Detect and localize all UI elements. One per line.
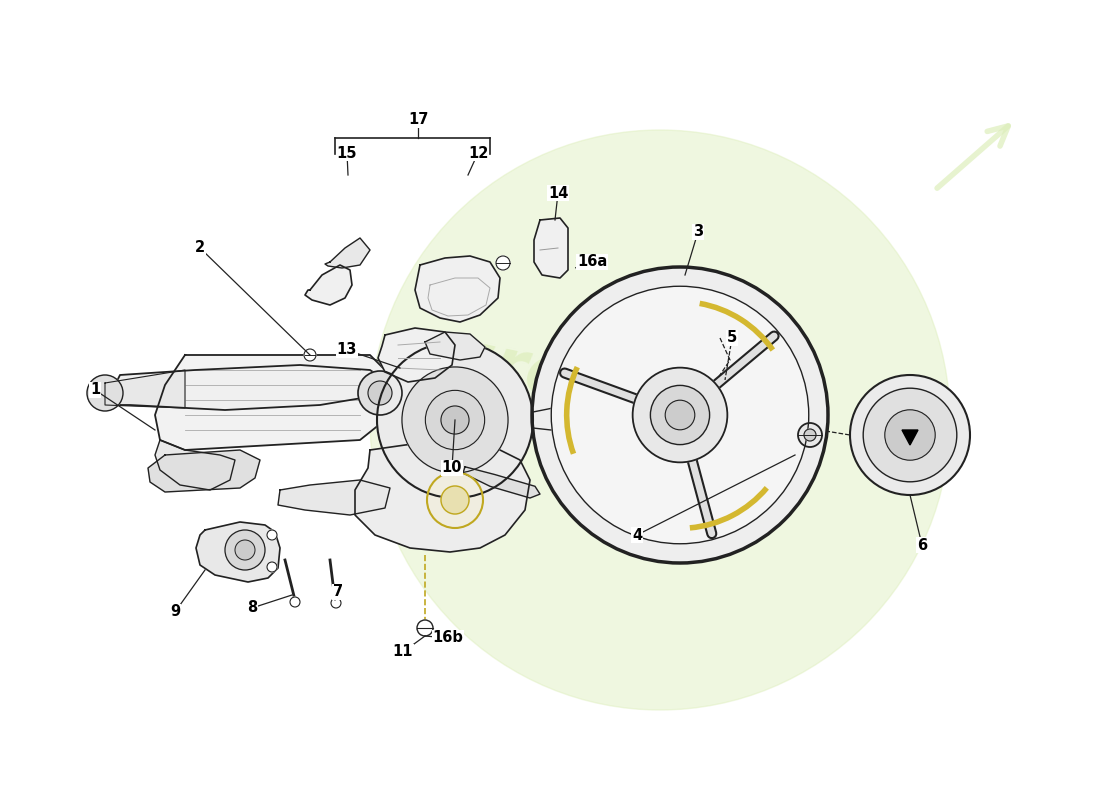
Circle shape xyxy=(304,349,316,361)
Polygon shape xyxy=(378,328,455,382)
Polygon shape xyxy=(415,256,500,322)
Text: 16b: 16b xyxy=(432,630,463,646)
Circle shape xyxy=(267,562,277,572)
Circle shape xyxy=(650,386,710,445)
Polygon shape xyxy=(902,430,918,445)
Circle shape xyxy=(798,423,822,447)
Circle shape xyxy=(496,256,510,270)
Circle shape xyxy=(267,530,277,540)
Polygon shape xyxy=(278,480,390,515)
Circle shape xyxy=(632,368,727,462)
Text: 14: 14 xyxy=(548,186,569,201)
Circle shape xyxy=(87,375,123,411)
Polygon shape xyxy=(463,467,540,498)
Text: 12: 12 xyxy=(468,146,488,161)
Polygon shape xyxy=(425,332,485,360)
Text: 5: 5 xyxy=(727,330,737,346)
Polygon shape xyxy=(534,218,568,278)
Circle shape xyxy=(884,410,935,460)
Circle shape xyxy=(426,390,485,450)
Polygon shape xyxy=(196,522,280,582)
Circle shape xyxy=(331,598,341,608)
Text: since 1983: since 1983 xyxy=(579,467,702,513)
Text: 7: 7 xyxy=(333,585,343,599)
Polygon shape xyxy=(324,238,370,268)
Polygon shape xyxy=(355,440,530,552)
Polygon shape xyxy=(155,440,235,490)
Circle shape xyxy=(551,286,808,544)
Circle shape xyxy=(441,406,469,434)
Circle shape xyxy=(290,597,300,607)
Text: 4: 4 xyxy=(631,527,642,542)
Text: 15: 15 xyxy=(337,146,358,161)
Text: 6: 6 xyxy=(917,538,927,553)
Polygon shape xyxy=(100,365,385,410)
Circle shape xyxy=(370,130,950,710)
Text: 17: 17 xyxy=(408,113,428,127)
Text: 10: 10 xyxy=(442,461,462,475)
Polygon shape xyxy=(148,450,260,492)
Circle shape xyxy=(864,388,957,482)
Circle shape xyxy=(377,342,534,498)
Text: 11: 11 xyxy=(393,645,414,659)
Circle shape xyxy=(402,367,508,473)
Circle shape xyxy=(235,540,255,560)
Text: 13: 13 xyxy=(337,342,358,358)
Text: 16a: 16a xyxy=(576,254,607,270)
Polygon shape xyxy=(104,370,185,408)
Polygon shape xyxy=(534,405,598,430)
Circle shape xyxy=(417,620,433,636)
Text: 1: 1 xyxy=(90,382,100,398)
Circle shape xyxy=(666,400,695,430)
Circle shape xyxy=(804,429,816,441)
Circle shape xyxy=(427,472,483,528)
Circle shape xyxy=(532,267,828,563)
Text: 8: 8 xyxy=(246,601,257,615)
Text: 2: 2 xyxy=(195,241,205,255)
Text: 9: 9 xyxy=(169,605,180,619)
Text: 3: 3 xyxy=(693,225,703,239)
FancyArrowPatch shape xyxy=(937,126,1009,188)
Circle shape xyxy=(358,371,402,415)
Polygon shape xyxy=(155,355,385,450)
Circle shape xyxy=(441,486,469,514)
Circle shape xyxy=(850,375,970,495)
Polygon shape xyxy=(305,265,352,305)
Circle shape xyxy=(226,530,265,570)
Circle shape xyxy=(368,381,392,405)
Text: a passion for...: a passion for... xyxy=(498,418,662,472)
Text: eurospares: eurospares xyxy=(397,314,823,466)
